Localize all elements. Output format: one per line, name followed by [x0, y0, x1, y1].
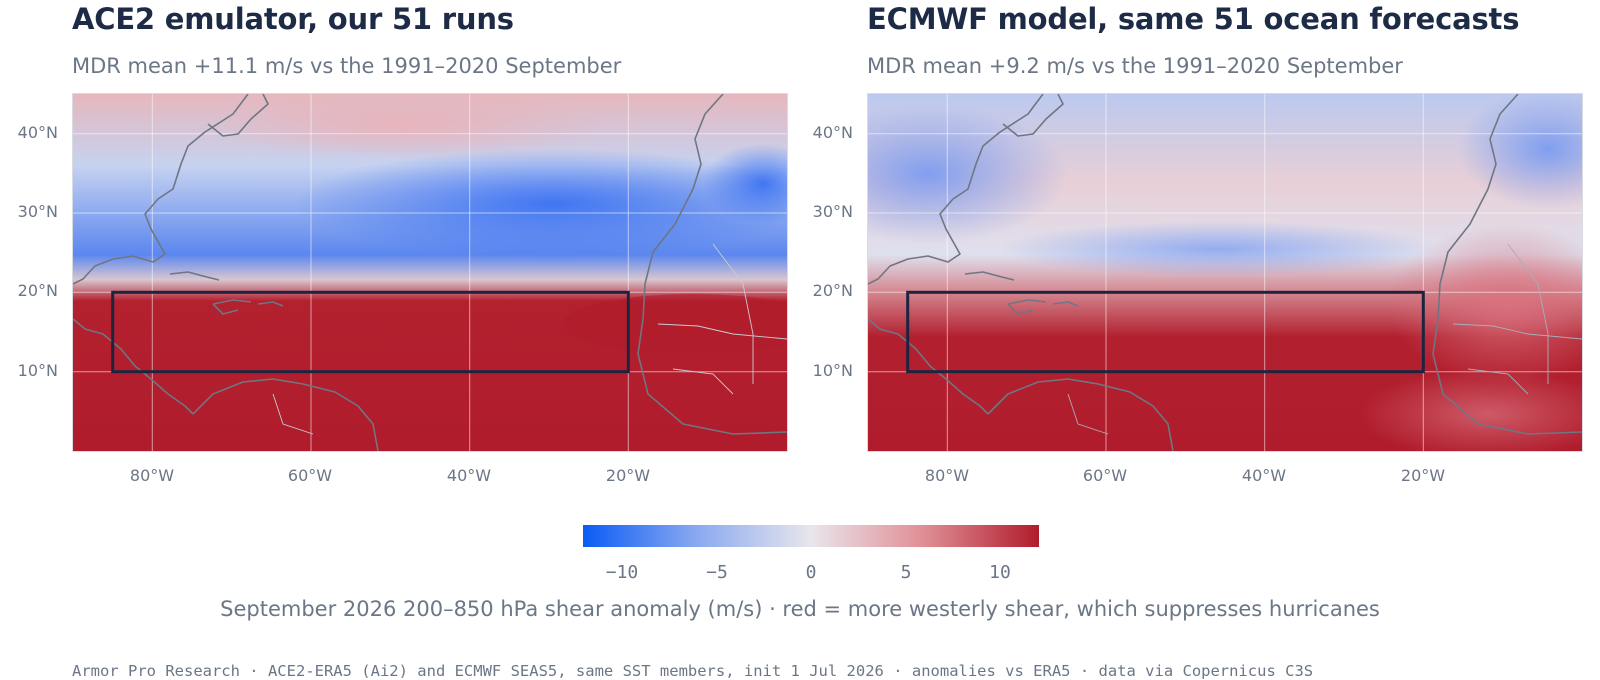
panel-subtitle-ace2: MDR mean +11.1 m/s vs the 1991–2020 Sept… — [72, 54, 622, 78]
lat-label-10n: 10°N — [17, 361, 58, 380]
colorbar-caption: September 2026 200–850 hPa shear anomaly… — [220, 597, 1380, 621]
colorbar-tick: 10 — [989, 562, 1011, 583]
coastlines-ecmwf — [868, 94, 1582, 451]
map-ecmwf-svg — [868, 94, 1582, 451]
borders-ace2 — [272, 243, 787, 435]
colorbar-tick: −5 — [706, 562, 728, 583]
lon-label-40w: 40°W — [446, 466, 492, 485]
lat-label-10n: 10°N — [812, 361, 853, 380]
panel-title-ace2: ACE2 emulator, our 51 runs — [72, 2, 514, 36]
positive-shear-southeast — [1358, 369, 1582, 451]
colorbar — [583, 525, 1039, 547]
lon-label-80w: 80°W — [129, 466, 175, 485]
lat-label-30n: 30°N — [812, 202, 853, 221]
lat-label-20n: 20°N — [17, 281, 58, 300]
negative-shear-core — [703, 144, 787, 224]
shear-map-ace2 — [72, 93, 788, 452]
map-ace2-svg — [73, 94, 787, 451]
lon-label-20w: 20°W — [605, 466, 651, 485]
colorbar-tick: 5 — [900, 562, 912, 583]
mdr-box-ecmwf — [906, 290, 1425, 374]
lat-label-40n: 40°N — [17, 123, 58, 142]
panel-title-ecmwf: ECMWF model, same 51 ocean forecasts — [867, 2, 1520, 36]
lat-label-40n: 40°N — [812, 123, 853, 142]
positive-shear-north — [203, 94, 603, 159]
negative-shear-west — [868, 104, 1068, 244]
shear-map-ecmwf — [867, 93, 1583, 452]
negative-shear-band — [293, 149, 787, 259]
panel-subtitle-ecmwf: MDR mean +9.2 m/s vs the 1991–2020 Septe… — [867, 54, 1403, 78]
colorbar-tick: 0 — [805, 562, 817, 583]
positive-shear-east — [563, 294, 787, 354]
positive-shear-africa — [1388, 224, 1582, 384]
colorbar-tick: −10 — [605, 562, 639, 583]
lon-label-60w: 60°W — [287, 466, 333, 485]
source-footer: Armor Pro Research · ACE2-ERA5 (Ai2) and… — [72, 662, 1314, 680]
lat-label-20n: 20°N — [812, 281, 853, 300]
lon-label-80w: 80°W — [924, 466, 970, 485]
lon-label-40w: 40°W — [1241, 466, 1287, 485]
lat-label-30n: 30°N — [17, 202, 58, 221]
lon-label-20w: 20°W — [1400, 466, 1446, 485]
lon-label-60w: 60°W — [1082, 466, 1128, 485]
negative-shear-east — [1458, 94, 1582, 209]
negative-shear-band — [998, 221, 1438, 277]
coastlines-ace2 — [73, 94, 787, 451]
borders-ecmwf — [1067, 243, 1582, 435]
mdr-box-ace2 — [111, 290, 630, 374]
